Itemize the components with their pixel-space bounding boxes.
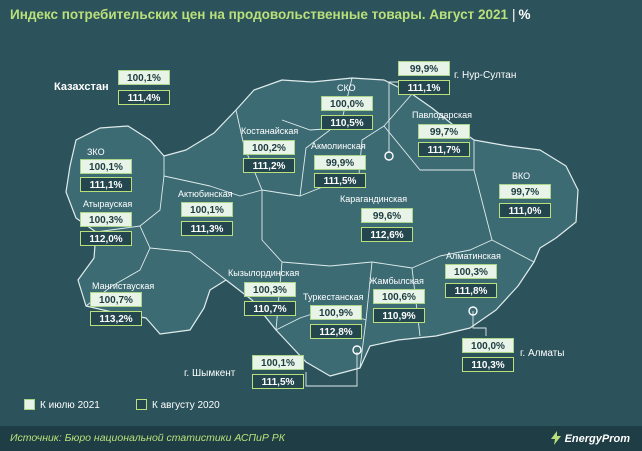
region-name-pavlodar: Павлодарская xyxy=(412,110,472,120)
region-name-karaganda: Карагандинская xyxy=(340,194,408,204)
city-monthly-nur-sultan: 99,9% xyxy=(398,61,450,76)
legend-monthly: К июлю 2021 xyxy=(24,399,100,411)
city-yearly-nur-sultan: 111,1% xyxy=(398,80,450,95)
region-yearly-vko: 111,0% xyxy=(499,203,551,218)
brand-logo: EnergyProm xyxy=(550,431,630,445)
region-yearly-aktobe: 111,3% xyxy=(181,221,233,236)
lightning-icon xyxy=(550,431,561,445)
legend-monthly-label: К июлю 2021 xyxy=(40,400,100,411)
source-note: Источник: Бюро национальной статистики А… xyxy=(10,432,285,444)
city-name-nur-sultan: г. Нур-Султан xyxy=(454,70,517,81)
region-name-turkestan: Туркестанская xyxy=(303,292,364,302)
city-monthly-almaty: 100,0% xyxy=(462,338,514,353)
region-yearly-almaty-region: 111,8% xyxy=(445,283,497,298)
region-yearly-sko: 110,5% xyxy=(321,115,373,130)
title-text: Индекс потребительских цен на продовольс… xyxy=(10,7,508,22)
region-yearly-atyrau: 112,0% xyxy=(80,231,132,246)
title-unit: % xyxy=(518,7,531,22)
region-name-vko: ВКО xyxy=(512,171,531,181)
callout-lines xyxy=(305,81,487,387)
region-yearly-kyzylorda: 110,7% xyxy=(244,301,296,316)
region-yearly-karaganda: 112,6% xyxy=(361,227,413,242)
city-yearly-almaty: 110,3% xyxy=(462,357,514,372)
city-name-almaty: г. Алматы xyxy=(520,348,565,359)
region-yearly-zhambyl: 110,9% xyxy=(373,308,425,323)
region-name-aktobe: Актюбинская xyxy=(178,189,233,199)
region-name-kostanay: Костанайская xyxy=(241,126,299,136)
almaty-marker xyxy=(468,306,478,316)
region-name-mangistau: Мангистауская xyxy=(92,281,155,291)
brand-name: EnergyProm xyxy=(564,433,630,445)
region-name-sko: СКО xyxy=(337,83,356,93)
city-name-shymkent: г. Шымкент xyxy=(184,368,236,379)
region-yearly-kostanay: 111,2% xyxy=(243,158,295,173)
legend-yearly-label: К августу 2020 xyxy=(152,400,220,411)
city-yearly-shymkent: 111,5% xyxy=(252,374,304,389)
region-name-atyrau: Атырауская xyxy=(83,199,133,209)
region-monthly-kyzylorda: 100,3% xyxy=(244,282,296,297)
country-monthly-value: 100,1% xyxy=(118,70,170,85)
region-monthly-karaganda: 99,6% xyxy=(361,208,413,223)
region-monthly-atyrau: 100,3% xyxy=(80,212,132,227)
region-name-zhambyl: Жамбылская xyxy=(369,276,424,286)
title-separator: | xyxy=(511,7,516,22)
region-monthly-vko: 99,7% xyxy=(499,184,551,199)
region-yearly-akmola: 111,5% xyxy=(314,173,366,188)
region-monthly-turkestan: 100,9% xyxy=(310,305,362,320)
region-name-zko: ЗКО xyxy=(87,147,105,157)
footer: Источник: Бюро национальной статистики А… xyxy=(0,426,642,451)
shymkent-marker xyxy=(352,345,362,355)
region-monthly-akmola: 99,9% xyxy=(314,155,366,170)
region-name-almaty-region: Алматинская xyxy=(446,251,501,261)
region-name-akmola: Акмолинская xyxy=(311,141,366,151)
region-monthly-zhambyl: 100,6% xyxy=(373,289,425,304)
region-yearly-turkestan: 112,8% xyxy=(310,324,362,339)
region-name-kyzylorda: Кызылординская xyxy=(228,268,300,278)
region-monthly-sko: 100,0% xyxy=(321,96,373,111)
region-monthly-zko: 100,1% xyxy=(80,159,132,174)
region-monthly-kostanay: 100,2% xyxy=(243,140,295,155)
region-monthly-aktobe: 100,1% xyxy=(181,202,233,217)
region-monthly-almaty-region: 100,3% xyxy=(445,264,497,279)
country-name: Казахстан xyxy=(54,81,109,93)
region-monthly-pavlodar: 99,7% xyxy=(418,124,470,139)
legend-monthly-swatch xyxy=(24,399,35,410)
country-yearly-value: 111,4% xyxy=(118,90,170,105)
legend-yearly-swatch xyxy=(136,399,147,410)
region-monthly-mangistau: 100,7% xyxy=(90,292,142,307)
legend-yearly: К августу 2020 xyxy=(136,399,220,411)
city-monthly-shymkent: 100,1% xyxy=(252,355,304,370)
region-yearly-zko: 111,1% xyxy=(80,177,132,192)
region-yearly-mangistau: 113,2% xyxy=(90,311,142,326)
page-title: Индекс потребительских цен на продовольс… xyxy=(10,7,531,22)
nur-sultan-marker xyxy=(384,151,394,161)
region-yearly-pavlodar: 111,7% xyxy=(418,142,470,157)
